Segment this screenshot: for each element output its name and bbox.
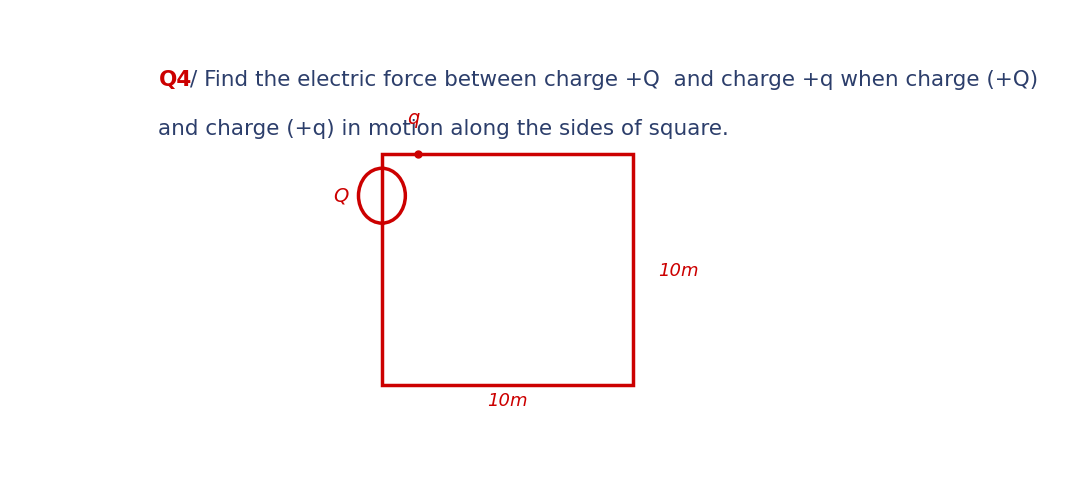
Text: Q: Q: [333, 186, 349, 205]
Bar: [382, 154, 633, 386]
Text: / Find the electric force between charge +Q  and charge +q when charge (+Q): / Find the electric force between charge…: [190, 70, 1038, 90]
Ellipse shape: [359, 168, 405, 223]
Text: Q4: Q4: [159, 70, 191, 90]
Text: and charge (+q) in motion along the sides of square.: and charge (+q) in motion along the side…: [159, 119, 729, 139]
Text: 10m: 10m: [487, 392, 528, 410]
Text: 10m: 10m: [658, 262, 699, 280]
Text: q: q: [407, 109, 419, 128]
